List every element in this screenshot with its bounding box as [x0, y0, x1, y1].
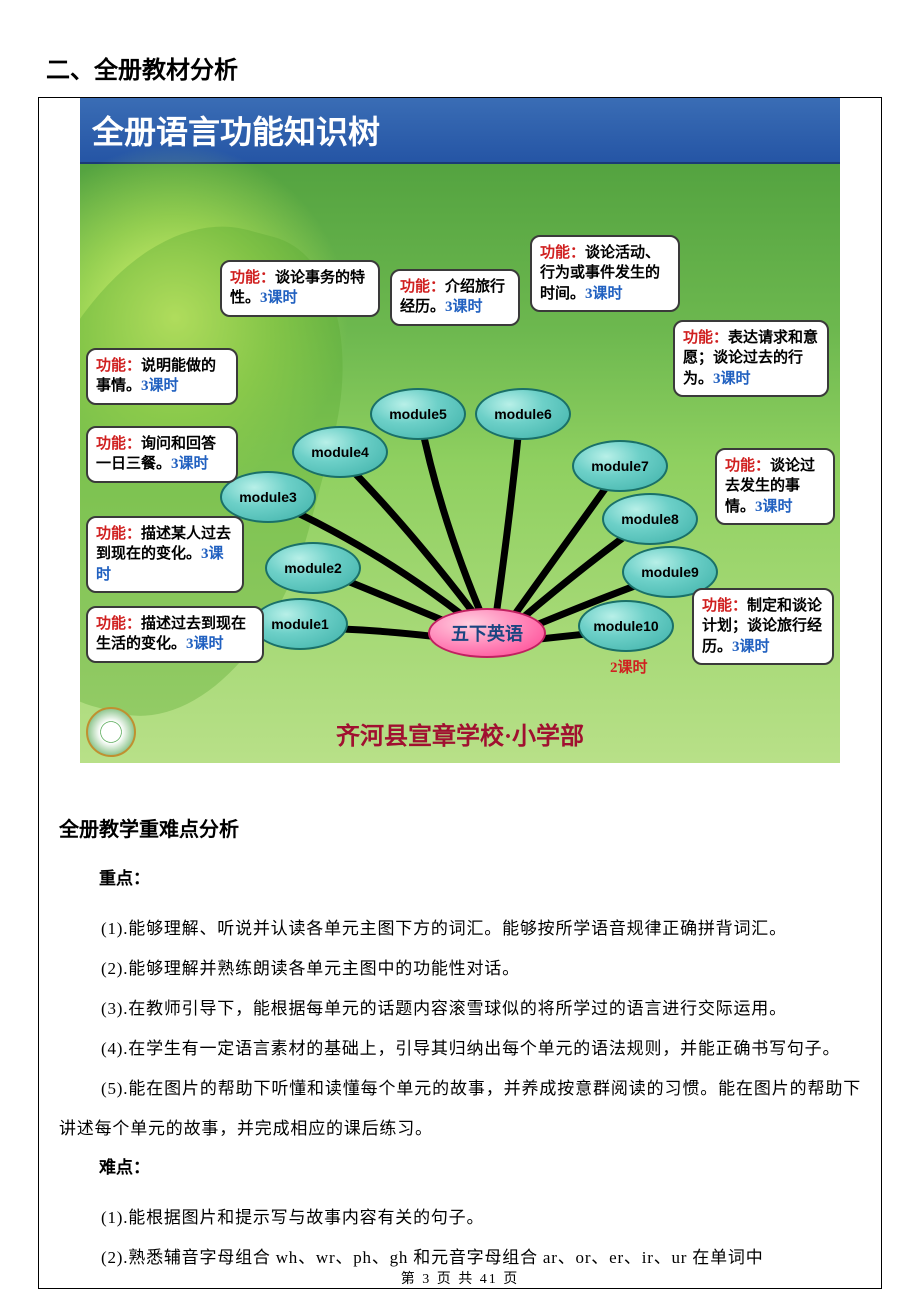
page-content: 二、全册教材分析 全册语言功能知识树 — [0, 0, 920, 1309]
func-box-6: 功能：介绍旅行经历。3课时 — [390, 269, 520, 326]
module10-node: module10 — [578, 600, 674, 652]
func-hours: 3课时 — [755, 499, 793, 515]
module7-node: module7 — [572, 440, 668, 492]
module6-node: module6 — [475, 388, 571, 440]
func-box-1: 功能：描述过去到现在生活的变化。3课时 — [86, 606, 264, 663]
func-hours: 3课时 — [186, 636, 224, 652]
func-label: 功能： — [230, 270, 275, 286]
analysis-title: 全册教学重难点分析 — [59, 813, 861, 842]
difficulties-label: 难点： — [59, 1153, 861, 1178]
module8-node: module8 — [602, 493, 698, 545]
func-label: 功能： — [540, 245, 585, 261]
func-hours: 3课时 — [732, 639, 770, 655]
func-box-5: 功能：谈论事务的特性。3课时 — [220, 260, 380, 317]
func-box-4: 功能：说明能做的事情。3课时 — [86, 348, 238, 405]
func-box-9: 功能：谈论过去发生的事情。3课时 — [715, 448, 835, 525]
func-label: 功能： — [96, 616, 141, 632]
section-title: 二、全册教材分析 — [38, 50, 882, 85]
knowledge-tree-diagram: 全册语言功能知识树 五下英语 2课时 modu — [80, 98, 840, 763]
func-box-3: 功能：询问和回答一日三餐。3课时 — [86, 426, 238, 483]
keypoint-2: (2).能够理解并熟练朗读各单元主图中的功能性对话。 — [59, 949, 861, 989]
func-label: 功能： — [400, 279, 445, 295]
keypoint-5: (5).能在图片的帮助下听懂和读懂每个单元的故事，并养成按意群阅读的习惯。能在图… — [59, 1069, 861, 1149]
func-box-7: 功能：谈论活动、行为或事件发生的时间。3课时 — [530, 235, 680, 312]
func-hours: 3课时 — [585, 286, 623, 302]
center-hours: 2课时 — [610, 656, 648, 677]
keypoints-label: 重点： — [59, 864, 861, 889]
func-label: 功能： — [725, 458, 770, 474]
func-hours: 3课时 — [713, 371, 751, 387]
func-hours: 3课时 — [445, 299, 483, 315]
school-name: 齐河县宣章学校·小学部 — [336, 716, 584, 751]
func-label: 功能： — [96, 526, 141, 542]
func-label: 功能： — [96, 358, 141, 374]
func-label: 功能： — [96, 436, 141, 452]
func-box-10: 功能：制定和谈论计划；谈论旅行经历。3课时 — [692, 588, 834, 665]
content-box: 全册语言功能知识树 五下英语 2课时 modu — [38, 97, 882, 1289]
keypoint-3: (3).在教师引导下，能根据每单元的话题内容滚雪球似的将所学过的语言进行交际运用… — [59, 989, 861, 1029]
func-hours: 3课时 — [171, 456, 209, 472]
func-label: 功能： — [683, 330, 728, 346]
analysis-text: 全册教学重难点分析 重点： (1).能够理解、听说并认读各单元主图下方的词汇。能… — [39, 763, 881, 1288]
func-hours: 3课时 — [260, 290, 298, 306]
keypoint-4: (4).在学生有一定语言素材的基础上，引导其归纳出每个单元的语法规则，并能正确书… — [59, 1029, 861, 1069]
keypoint-1: (1).能够理解、听说并认读各单元主图下方的词汇。能够按所学语音规律正确拼背词汇… — [59, 909, 861, 949]
difficulty-1: (1).能根据图片和提示写与故事内容有关的句子。 — [59, 1198, 861, 1238]
center-node: 五下英语 — [428, 608, 546, 658]
school-logo-icon — [86, 707, 136, 757]
module1-node: module1 — [252, 598, 348, 650]
func-box-2: 功能：描述某人过去到现在的变化。3课时 — [86, 516, 244, 593]
module2-node: module2 — [265, 542, 361, 594]
module4-node: module4 — [292, 426, 388, 478]
func-box-8: 功能：表达请求和意愿；谈论过去的行为。3课时 — [673, 320, 829, 397]
func-label: 功能： — [702, 598, 747, 614]
func-hours: 3课时 — [141, 378, 179, 394]
module5-node: module5 — [370, 388, 466, 440]
page-footer: 第 3 页 共 41 页 — [0, 1268, 920, 1288]
